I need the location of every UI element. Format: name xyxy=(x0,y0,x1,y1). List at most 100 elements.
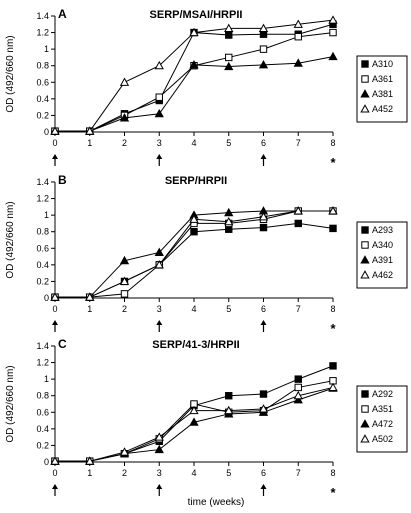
legend-marker xyxy=(360,419,370,428)
panel-label: B xyxy=(58,173,67,187)
x-tick-label: 1 xyxy=(87,138,92,148)
data-point-a452 xyxy=(119,77,130,86)
x-tick-label: 0 xyxy=(52,138,57,148)
data-point-a293 xyxy=(329,224,337,233)
y-tick-label: 1.4 xyxy=(36,341,49,351)
injection-arrow-head xyxy=(260,484,267,489)
data-point-a391 xyxy=(119,255,130,265)
y-tick-label: 0.8 xyxy=(36,227,49,237)
data-point-a462 xyxy=(293,206,303,215)
x-tick-label: 7 xyxy=(296,138,301,148)
data-point-a381 xyxy=(224,61,234,71)
y-tick-label: 0.2 xyxy=(36,276,49,286)
series-line-a361 xyxy=(55,32,334,132)
data-point-a472 xyxy=(293,395,303,404)
data-point-a292 xyxy=(329,362,337,370)
legend-label: A351 xyxy=(372,404,393,414)
y-tick-label: 0.6 xyxy=(36,77,49,87)
y-tick-label: 1 xyxy=(44,210,49,220)
data-point-a293 xyxy=(190,228,198,236)
x-tick-label: 0 xyxy=(52,468,57,478)
data-point-a351 xyxy=(294,383,302,392)
data-point-a310 xyxy=(259,30,268,38)
injection-arrow-head xyxy=(156,320,163,325)
x-tick-label: 6 xyxy=(261,138,266,148)
x-tick-label: 7 xyxy=(296,304,301,314)
data-point-a462 xyxy=(328,206,338,215)
x-tick-label: 6 xyxy=(261,468,266,478)
panel-label: A xyxy=(58,7,67,21)
panel-title: SERP/41-3/HRPII xyxy=(152,339,239,351)
x-tick-label: 5 xyxy=(226,138,231,148)
legend-label: A340 xyxy=(372,240,393,250)
chart-panel-a: 0 0.2 0.4 0.6 0.8 1 1.2 1.4 0 1 2 3 4 5 6 7 8 OD (492/660… xyxy=(5,7,408,170)
x-tick-label: 8 xyxy=(330,468,335,478)
chart-panel-b: 0 0.2 0.4 0.6 0.8 1 1.2 1.4 0 1 2 3 4 5 6 7 8 OD (492/660… xyxy=(5,173,408,336)
data-point-a462 xyxy=(85,292,95,301)
data-point-a452 xyxy=(50,126,60,135)
y-tick-label: 0.6 xyxy=(36,407,49,417)
data-point-a452 xyxy=(224,23,234,32)
data-point-a502 xyxy=(85,456,95,465)
legend-label: A472 xyxy=(372,419,393,429)
y-axis-title: OD (492/660 nm) xyxy=(5,365,16,442)
y-tick-label: 1.2 xyxy=(36,358,49,368)
y-axis-title: OD (492/660 nm) xyxy=(5,201,16,278)
data-point-a452 xyxy=(293,19,303,28)
x-tick-label: 3 xyxy=(157,304,162,314)
legend-marker xyxy=(361,405,369,413)
legend-marker xyxy=(361,226,369,234)
data-point-a462 xyxy=(50,292,60,301)
y-tick-label: 0 xyxy=(44,457,49,467)
y-tick-label: 0.4 xyxy=(36,424,49,434)
data-point-a292 xyxy=(294,375,302,383)
data-point-a502 xyxy=(154,432,164,441)
y-tick-label: 0.8 xyxy=(36,61,49,71)
x-tick-label: 5 xyxy=(226,304,231,314)
data-point-a502 xyxy=(328,382,338,391)
asterisk-marker: * xyxy=(330,321,336,336)
injection-arrow-head xyxy=(52,154,58,159)
y-tick-label: 1 xyxy=(44,44,49,54)
injection-arrow-head xyxy=(52,320,58,325)
data-point-a452 xyxy=(328,15,338,24)
data-point-a292 xyxy=(225,392,233,400)
data-point-a452 xyxy=(258,23,269,32)
legend-marker xyxy=(360,255,370,264)
data-point-a472 xyxy=(154,444,164,454)
data-point-a292 xyxy=(259,390,268,398)
injection-arrow-head xyxy=(52,484,58,489)
legend-marker xyxy=(361,60,369,68)
x-tick-label: 3 xyxy=(157,468,162,478)
y-tick-label: 0.2 xyxy=(36,440,49,450)
x-tick-label: 4 xyxy=(191,138,196,148)
legend-marker xyxy=(361,241,369,249)
data-point-a381 xyxy=(119,113,130,122)
y-tick-label: 0.6 xyxy=(36,243,49,253)
injection-arrow-head xyxy=(156,484,163,489)
panel-title: SERP/MSAI/HRPII xyxy=(150,9,243,21)
legend-label: A502 xyxy=(372,434,393,444)
y-tick-label: 0.8 xyxy=(36,391,49,401)
legend-marker xyxy=(360,104,370,113)
legend-marker xyxy=(361,390,369,398)
data-point-a381 xyxy=(258,60,269,69)
x-tick-label: 2 xyxy=(122,468,127,478)
y-tick-label: 0.4 xyxy=(36,260,49,270)
data-point-a381 xyxy=(293,58,303,67)
data-point-a452 xyxy=(154,60,164,70)
data-point-a502 xyxy=(119,447,130,456)
data-point-a361 xyxy=(329,28,337,37)
y-tick-label: 0.2 xyxy=(36,110,49,120)
data-point-a381 xyxy=(154,108,164,118)
legend-marker xyxy=(361,75,369,83)
y-axis-title: OD (492/660 nm) xyxy=(5,35,16,112)
data-point-a462 xyxy=(189,214,199,223)
x-tick-label: 4 xyxy=(191,304,196,314)
data-point-a462 xyxy=(258,211,269,221)
legend-label: A381 xyxy=(372,89,393,99)
data-point-a361 xyxy=(294,33,302,41)
asterisk-marker: * xyxy=(330,155,336,170)
y-tick-label: 1.4 xyxy=(36,11,49,21)
x-tick-label: 1 xyxy=(87,468,92,478)
